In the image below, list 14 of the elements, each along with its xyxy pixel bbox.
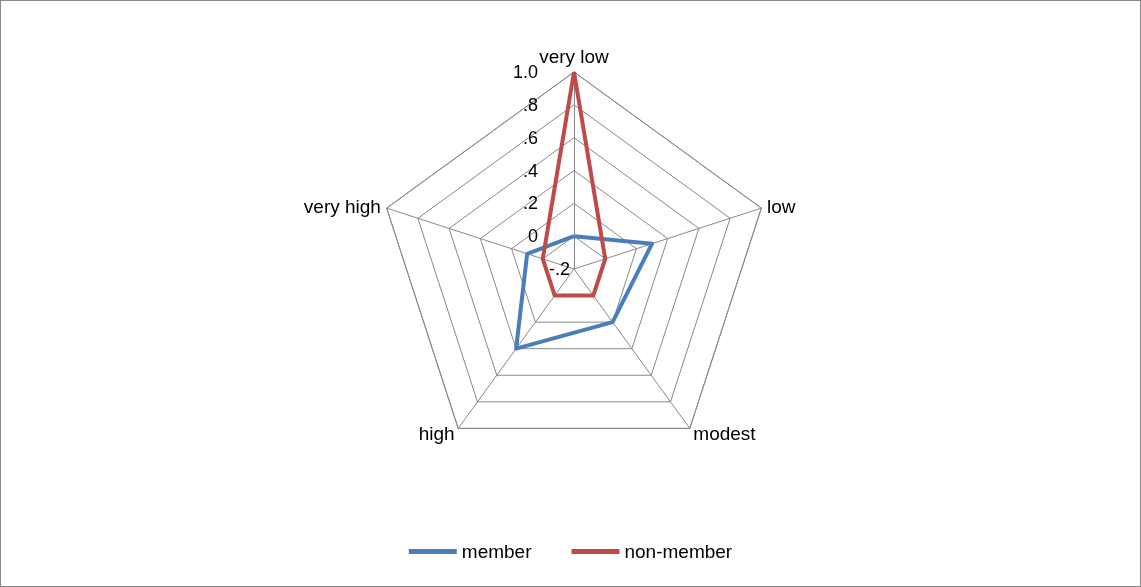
y-tick-label: .2 <box>522 193 538 214</box>
y-tick-label: -.2 <box>548 259 570 279</box>
legend-label: member <box>461 541 533 562</box>
spoke-label: low <box>767 195 796 217</box>
y-tick-label: 0 <box>527 226 538 247</box>
y-tick-label: .6 <box>522 127 538 148</box>
spoke-label: high <box>418 422 455 444</box>
spoke-label: very high <box>303 195 381 217</box>
legend-label: non-member <box>624 541 733 562</box>
spoke-label: very low <box>539 46 610 67</box>
spoke-label: modest <box>693 422 757 444</box>
y-tick-label: .8 <box>522 94 538 115</box>
y-tick-label: 1.0 <box>512 62 538 82</box>
y-tick-label: .4 <box>522 160 538 181</box>
